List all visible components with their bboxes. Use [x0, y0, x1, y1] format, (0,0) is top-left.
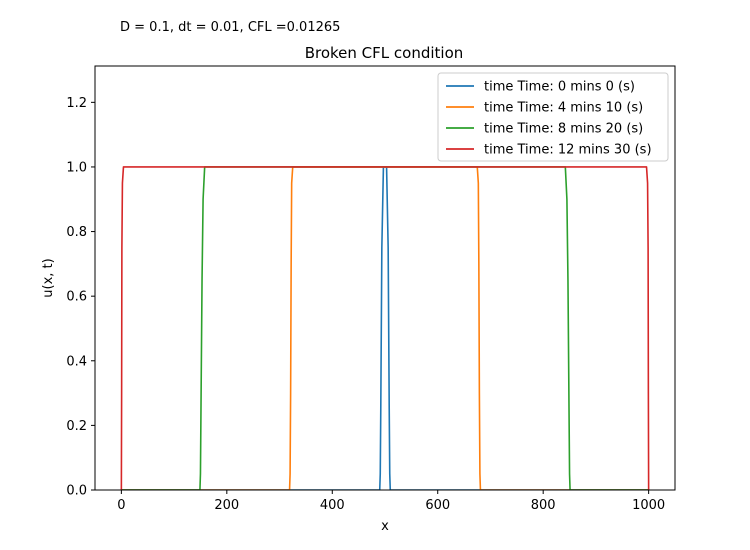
legend: time Time: 0 mins 0 (s) time Time: 4 mins… — [437, 72, 669, 162]
plot-frame — [94, 65, 676, 491]
x-axis-label: x — [381, 519, 389, 534]
legend-label-1: time Time: 4 mins 10 (s) — [484, 101, 643, 116]
x-tick-label: 0 — [117, 498, 125, 513]
x-tick-label: 600 — [425, 498, 450, 513]
y-tick-label: 0.2 — [66, 419, 87, 434]
y-tick-label: 0.0 — [66, 484, 87, 499]
y-axis-label: u(x, t) — [41, 258, 56, 297]
y-tick-label: 0.8 — [66, 225, 87, 240]
plot-lines — [120, 166, 650, 490]
x-tick-label: 400 — [320, 498, 345, 513]
legend-label-3: time Time: 12 mins 30 (s) — [484, 143, 652, 158]
x-tick-label: 1000 — [632, 498, 665, 513]
chart-subtitle: D = 0.1, dt = 0.01, CFL =0.01265 — [120, 20, 340, 35]
y-axis: 0.0 0.2 0.4 0.6 0.8 1.0 1.2 — [66, 96, 95, 499]
x-tick-label: 200 — [214, 498, 239, 513]
legend-label-2: time Time: 8 mins 20 (s) — [484, 122, 643, 137]
legend-label-0: time Time: 0 mins 0 (s) — [484, 80, 635, 95]
x-tick-label: 800 — [531, 498, 556, 513]
series-line-3 — [120, 166, 650, 490]
legend-box — [437, 72, 669, 162]
y-tick-label: 1.0 — [66, 160, 87, 175]
x-axis: 0 200 400 600 800 1000 — [117, 490, 665, 513]
y-tick-label: 0.4 — [66, 354, 87, 369]
y-tick-label: 1.2 — [66, 96, 87, 111]
y-tick-label: 0.6 — [66, 290, 87, 305]
series-line-2 — [121, 166, 649, 490]
chart-title: Broken CFL condition — [305, 44, 464, 62]
